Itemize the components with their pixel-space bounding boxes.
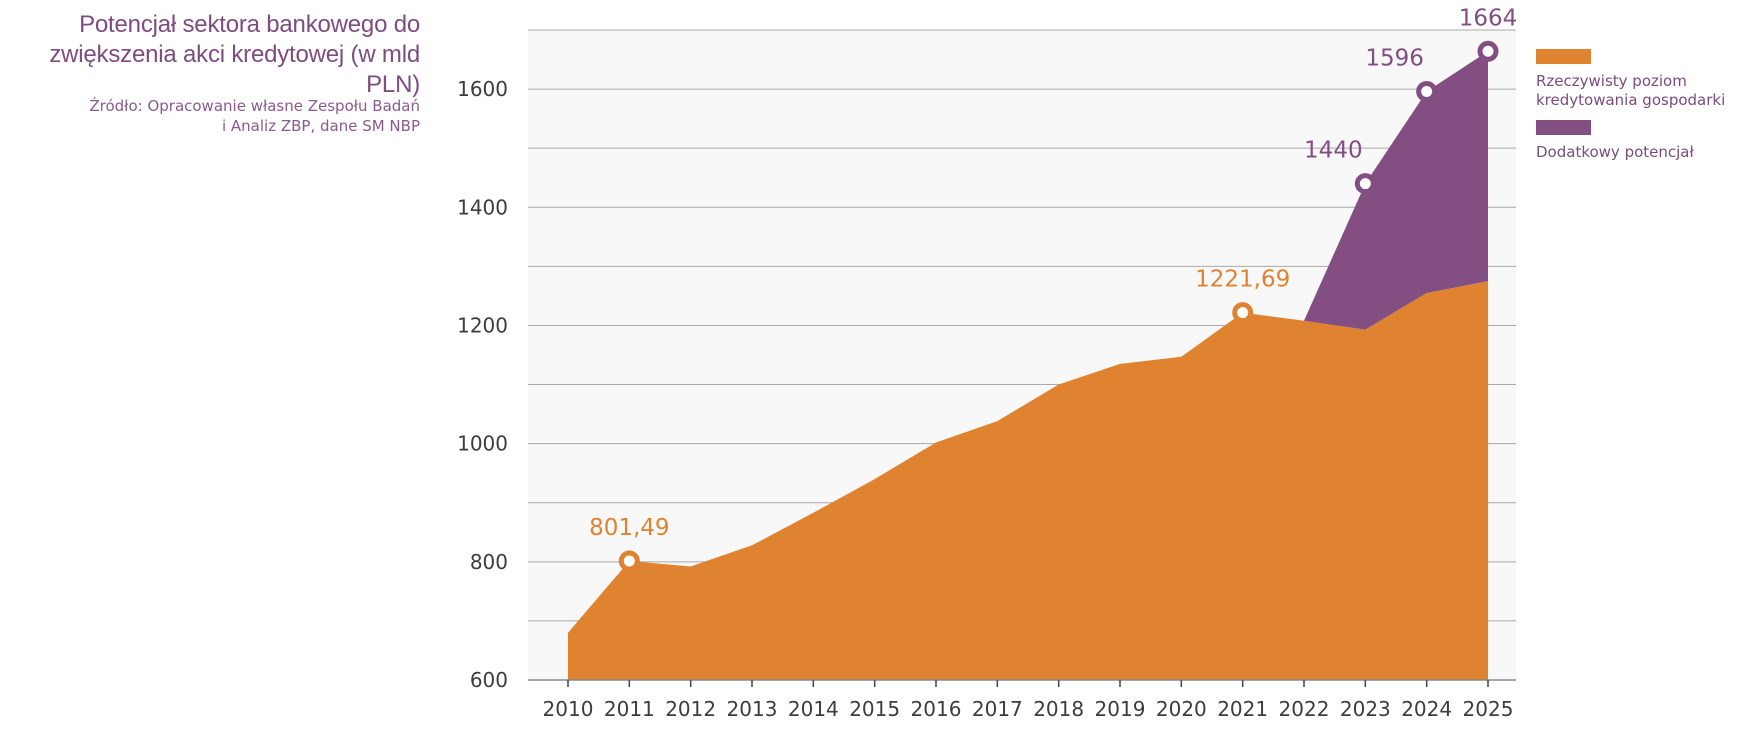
legend: Rzeczywisty poziom kredytowania gospodar… bbox=[1536, 49, 1758, 172]
legend-label-actual: Rzeczywisty poziom kredytowania gospodar… bbox=[1536, 72, 1758, 110]
y-tick-label: 600 bbox=[470, 668, 508, 692]
x-tick-label: 2022 bbox=[1279, 697, 1330, 721]
x-tick-label: 2013 bbox=[727, 697, 778, 721]
y-tick-label: 1400 bbox=[457, 195, 508, 219]
y-tick-label: 1200 bbox=[457, 313, 508, 337]
x-tick-label: 2011 bbox=[604, 697, 655, 721]
source-note: Źródło: Opracowanie własne Zespołu Badań… bbox=[0, 96, 420, 136]
data-marker bbox=[1232, 302, 1254, 324]
data-label: 1664 bbox=[1459, 5, 1518, 31]
x-tick-label: 2020 bbox=[1156, 697, 1207, 721]
x-tick-label: 2025 bbox=[1463, 697, 1514, 721]
x-tick-label: 2014 bbox=[788, 697, 839, 721]
data-label: 801,49 bbox=[589, 515, 669, 541]
x-tick-label: 2015 bbox=[849, 697, 900, 721]
x-tick-label: 2016 bbox=[911, 697, 962, 721]
x-tick-label: 2018 bbox=[1033, 697, 1084, 721]
legend-item-actual: Rzeczywisty poziom kredytowania gospodar… bbox=[1536, 49, 1758, 110]
legend-label-potential: Dodatkowy potencjał bbox=[1536, 143, 1694, 161]
data-marker bbox=[618, 550, 640, 572]
data-label: 1221,69 bbox=[1195, 267, 1290, 293]
data-marker bbox=[1354, 173, 1376, 195]
y-tick-label: 1600 bbox=[457, 77, 508, 101]
x-tick-label: 2021 bbox=[1217, 697, 1268, 721]
x-tick-label: 2019 bbox=[1095, 697, 1146, 721]
x-tick-label: 2024 bbox=[1401, 697, 1452, 721]
title-line-1: Potencjał sektora bankowego do bbox=[79, 11, 420, 38]
legend-swatch-actual bbox=[1536, 49, 1591, 64]
legend-swatch-potential bbox=[1536, 120, 1591, 135]
source-line-1: Źródło: Opracowanie własne Zespołu Badań bbox=[89, 97, 420, 115]
chart-title: Potencjał sektora bankowego do zwiększen… bbox=[0, 10, 420, 100]
data-label: 1596 bbox=[1365, 45, 1424, 71]
y-tick-label: 800 bbox=[470, 550, 508, 574]
y-tick-label: 1000 bbox=[457, 432, 508, 456]
legend-label-actual-line1: Rzeczywisty poziom bbox=[1536, 72, 1687, 90]
title-line-2: zwiększenia akci kredytowej (w mld PLN) bbox=[49, 41, 420, 98]
legend-item-potential: Dodatkowy potencjał bbox=[1536, 120, 1758, 162]
data-marker bbox=[1416, 80, 1438, 102]
x-tick-label: 2017 bbox=[972, 697, 1023, 721]
series-area-potential bbox=[1304, 51, 1488, 330]
x-tick-label: 2023 bbox=[1340, 697, 1391, 721]
legend-label-actual-line2: kredytowania gospodarki bbox=[1536, 91, 1726, 109]
data-marker bbox=[1477, 40, 1499, 62]
x-tick-label: 2010 bbox=[543, 697, 594, 721]
x-tick-label: 2012 bbox=[665, 697, 716, 721]
data-label: 1440 bbox=[1304, 138, 1363, 164]
source-line-2: i Analiz ZBP, dane SM NBP bbox=[221, 117, 420, 135]
series-area-actual bbox=[568, 281, 1488, 680]
